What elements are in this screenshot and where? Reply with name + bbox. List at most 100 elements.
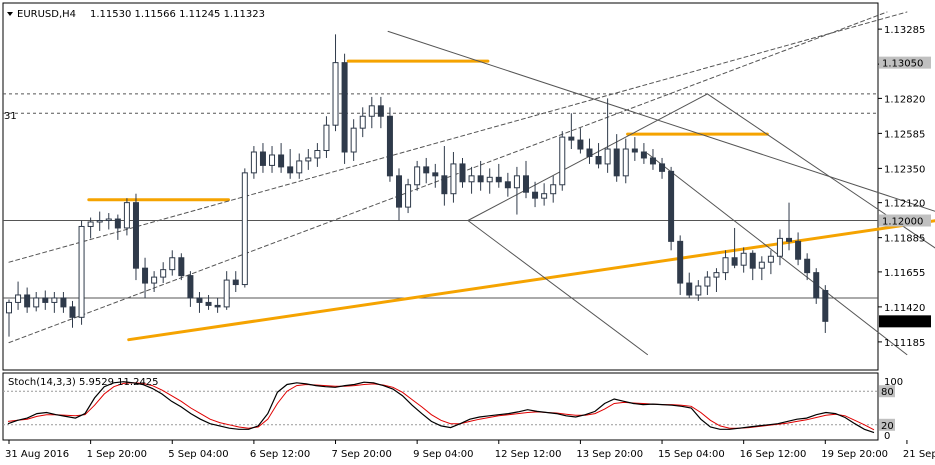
candle xyxy=(214,297,221,313)
candle xyxy=(767,250,774,275)
candle xyxy=(196,292,203,313)
x-tick-label: 31 Aug 2016 xyxy=(5,449,69,460)
pitch-1 xyxy=(387,30,935,212)
candle-body-bear xyxy=(677,240,684,284)
price-tag xyxy=(879,315,931,328)
candle-body-bull xyxy=(6,301,12,314)
candle xyxy=(668,166,675,251)
candle-body-bull xyxy=(704,276,711,287)
candle-body-bull xyxy=(269,154,276,166)
candle-body-bear xyxy=(477,175,484,183)
candle xyxy=(432,163,439,188)
candle xyxy=(486,168,493,194)
candle-body-bull xyxy=(604,148,611,165)
candle xyxy=(468,166,475,194)
candle xyxy=(51,292,58,313)
candle-body-bull xyxy=(169,257,176,271)
candle xyxy=(250,146,257,179)
x-tick-label: 1 Sep 20:00 xyxy=(87,449,147,460)
candle-body-bear xyxy=(142,267,149,284)
candle xyxy=(169,250,176,276)
candle xyxy=(786,202,793,251)
y-tick-label: 1.12820 xyxy=(884,94,925,105)
pitch-5 xyxy=(467,93,708,221)
candle xyxy=(160,262,167,284)
candle-body-bear xyxy=(60,297,67,308)
candle xyxy=(513,166,520,215)
stoch-bottom-tick: 0 xyxy=(884,431,890,442)
candle xyxy=(314,143,321,167)
candle-body-bear xyxy=(42,297,49,303)
candle xyxy=(405,178,412,214)
candle-body-bear xyxy=(532,191,539,199)
candle xyxy=(414,160,421,191)
candle xyxy=(550,175,557,203)
candle-body-bull xyxy=(713,272,720,278)
candle xyxy=(677,235,684,295)
candle xyxy=(42,290,49,310)
x-tick-label: 7 Sep 20:00 xyxy=(332,449,392,460)
candle xyxy=(232,271,239,292)
candle-body-bull xyxy=(450,163,457,195)
candle xyxy=(377,96,384,129)
candle xyxy=(795,232,802,266)
price-tag xyxy=(879,214,931,227)
candle-body-bear xyxy=(287,166,294,174)
candle xyxy=(33,292,40,312)
collapse-triangle-icon[interactable] xyxy=(7,12,13,16)
candle-body-bear xyxy=(749,252,756,269)
fib-level-label: 31 xyxy=(4,111,17,122)
candle xyxy=(323,116,330,158)
candle xyxy=(577,128,584,154)
x-tick-label: 16 Sep 12:00 xyxy=(740,449,807,460)
candle-body-bull xyxy=(305,157,312,162)
main-panel xyxy=(2,2,879,371)
candle xyxy=(123,198,130,236)
candle-body-bear xyxy=(259,151,266,166)
candle-body-bull xyxy=(758,261,765,269)
chart-symbol: EURUSD,H4 xyxy=(17,9,76,20)
candle-body-bull xyxy=(105,218,112,222)
candle-body-bear xyxy=(205,301,212,306)
candle-body-bull xyxy=(350,127,357,153)
candle-body-bear xyxy=(595,155,602,165)
candle-body-bear xyxy=(804,258,811,274)
candle xyxy=(132,193,139,281)
candle-body-bull xyxy=(767,255,774,263)
candle xyxy=(142,257,149,298)
pitch-2 xyxy=(467,220,648,356)
candle xyxy=(78,220,85,325)
x-tick-label: 19 Sep 20:00 xyxy=(821,449,888,460)
candle xyxy=(740,247,747,273)
candle-body-bear xyxy=(731,257,738,266)
candle xyxy=(559,131,566,191)
candle-body-bull xyxy=(96,220,103,223)
candle-body-bull xyxy=(323,124,330,152)
x-tick-label: 21 Sep 04:00 xyxy=(903,449,935,460)
candle-body-bear xyxy=(686,282,693,296)
candle-body-bear xyxy=(341,62,348,153)
x-tick-label: 13 Sep 20:00 xyxy=(576,449,643,460)
candle xyxy=(287,149,294,179)
candle xyxy=(341,53,348,164)
candle-body-bull xyxy=(87,221,94,227)
candle xyxy=(695,280,702,301)
candle xyxy=(223,271,230,310)
x-tick-label: 12 Sep 12:00 xyxy=(495,449,562,460)
candle xyxy=(241,168,248,288)
candle xyxy=(105,213,112,230)
candle-body-bull xyxy=(405,184,412,208)
candle xyxy=(396,168,403,221)
stoch-level-label: 80 xyxy=(881,387,894,398)
candle-body-bear xyxy=(631,148,638,153)
candle-body-bear xyxy=(668,170,675,242)
candle-body-bear xyxy=(613,148,620,177)
candle-body-bull xyxy=(160,269,167,278)
candle-body-bull xyxy=(622,148,629,177)
candle-body-bull xyxy=(513,175,520,189)
candle xyxy=(69,300,76,328)
candle xyxy=(187,271,194,307)
candle-body-bull xyxy=(468,175,475,183)
candle-body-bull xyxy=(486,176,493,183)
